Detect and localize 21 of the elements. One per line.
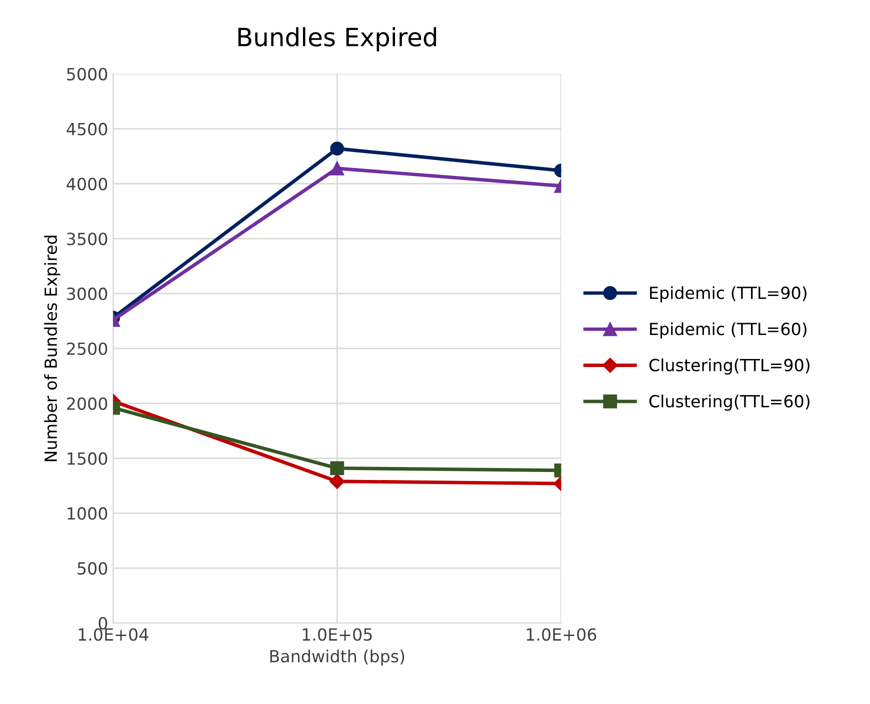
y-tick-label: 5000 xyxy=(67,68,108,80)
chart-title: Bundles Expired xyxy=(238,27,436,52)
y-tick-label: 1000 xyxy=(68,507,108,520)
y-tick-label: 3500 xyxy=(67,232,108,246)
y-axis-title: Number of Bundles Expired xyxy=(44,236,60,462)
legend-label: Clustering(TTL=90) xyxy=(649,358,810,375)
y-tick-label: 1500 xyxy=(68,452,108,465)
y-tick-label: 2000 xyxy=(67,397,108,410)
y-tick-label: 3000 xyxy=(67,288,108,300)
legend-label: Epidemic (TTL=90) xyxy=(650,286,806,302)
x-tick-label: 1.0E+04 xyxy=(78,628,148,641)
legend-label: Epidemic (TTL=60) xyxy=(650,322,806,338)
x-axis-title: Bandwidth (bps) xyxy=(270,650,404,666)
y-tick-label: 2500 xyxy=(67,342,108,356)
x-tick-label: 1.0E+06 xyxy=(526,628,596,641)
legend-label: Clustering(TTL=60) xyxy=(649,394,810,411)
y-tick-label: 500 xyxy=(78,562,108,575)
y-tick-label: 4000 xyxy=(66,178,108,190)
y-tick-label: 0 xyxy=(98,617,108,630)
x-tick-label: 1.0E+05 xyxy=(302,628,372,641)
y-tick-label: 4500 xyxy=(66,122,108,136)
